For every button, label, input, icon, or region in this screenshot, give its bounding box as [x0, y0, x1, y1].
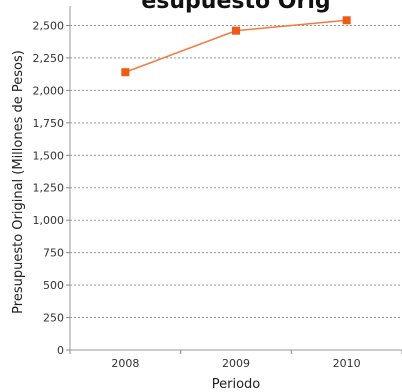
x-tick-label: 2009 [222, 357, 250, 370]
axes [69, 6, 402, 351]
chart-title: esupuesto Orig [141, 0, 330, 14]
x-tick-label: 2008 [111, 357, 139, 370]
gridlines [70, 24, 402, 319]
y-tick-label: 2,250 [33, 52, 65, 65]
y-tick-label: 1,500 [33, 149, 65, 162]
y-tick-label: 250 [43, 312, 64, 325]
y-tick-label: 1,250 [33, 182, 65, 195]
y-axis-ticks: 0 250 500 750 1,000 1,250 1,500 1,750 2,000 2,250… [33, 19, 70, 357]
y-tick-label: 2,500 [33, 19, 65, 32]
x-axis-label: Periodo [212, 377, 261, 392]
data-point [121, 68, 130, 77]
x-tick-label: 2010 [333, 357, 361, 370]
y-tick-label: 1,750 [33, 117, 65, 130]
y-tick-label: 500 [43, 279, 64, 292]
y-tick-label: 0 [57, 344, 64, 357]
x-axis-ticks: 2008 2009 2010 [69, 350, 402, 370]
y-tick-label: 750 [43, 247, 64, 260]
y-axis-label: Presupuesto Original (Millones de Pesos) [11, 50, 26, 314]
y-tick-label: 2,000 [33, 84, 65, 97]
y-tick-label: 1,000 [33, 214, 65, 227]
series-presupuesto [121, 16, 351, 77]
data-point [232, 26, 240, 35]
data-point [342, 16, 351, 25]
